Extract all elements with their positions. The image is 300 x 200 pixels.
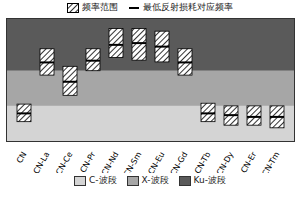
svg-text:CN-Eu: CN-Eu xyxy=(146,150,166,173)
svg-text:CN-Gd: CN-Gd xyxy=(169,150,190,173)
svg-text:CN-Ce: CN-Ce xyxy=(54,150,74,173)
svg-text:CN-Sm: CN-Sm xyxy=(122,150,144,173)
svg-text:CN-Nd: CN-Nd xyxy=(100,150,121,173)
svg-text:CN-Tm: CN-Tm xyxy=(260,150,281,173)
html-text:Ku-波段: Ku-波段 xyxy=(193,175,226,185)
html-text:频率范围: 频率范围 xyxy=(82,2,118,12)
html-text:最低反射损耗对应频率: 最低反射损耗对应频率 xyxy=(143,2,233,12)
html-text:X-波段: X-波段 xyxy=(141,175,169,185)
svg-text:CN-Pr: CN-Pr xyxy=(78,150,97,173)
html-text:C-波段: C-波段 xyxy=(89,175,117,185)
svg-text:CN-Tb: CN-Tb xyxy=(193,150,213,173)
svg-text:CN-La: CN-La xyxy=(32,150,52,173)
svg-text:CN: CN xyxy=(15,150,29,165)
svg-text:CN-Dy: CN-Dy xyxy=(215,150,236,173)
svg-text:CN-Er: CN-Er xyxy=(239,150,259,173)
